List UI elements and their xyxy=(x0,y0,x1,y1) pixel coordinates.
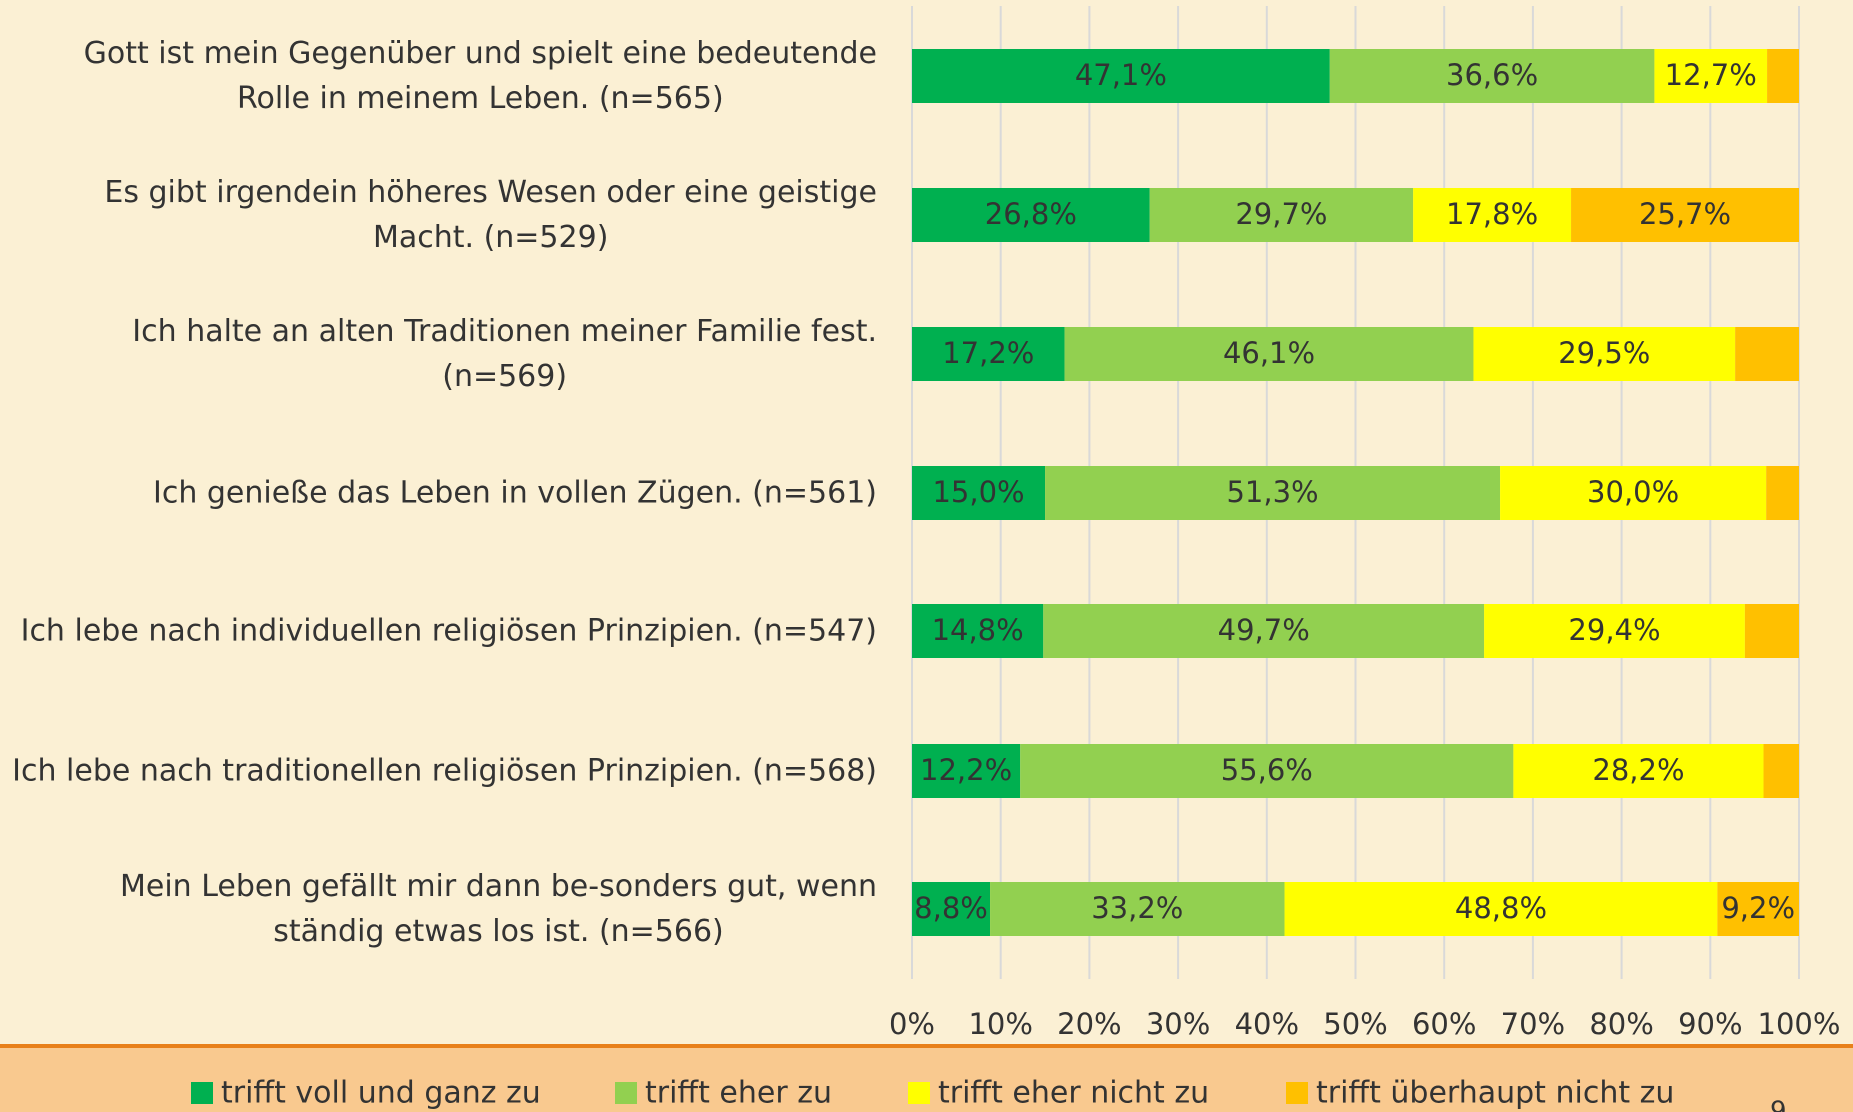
bar-segment xyxy=(1329,49,1655,103)
category-label: Ich lebe nach individuellen religiösen P… xyxy=(20,613,877,649)
bar-segment xyxy=(1413,188,1572,242)
legend-label: trifft voll und ganz zu xyxy=(221,1076,541,1111)
x-tick-label: 0% xyxy=(889,1007,935,1041)
value-label: 28,2% xyxy=(1592,753,1684,787)
bar-segment xyxy=(912,744,1021,798)
bar-segment xyxy=(1766,466,1799,520)
bar-segment xyxy=(1513,744,1764,798)
bar-segment xyxy=(1045,466,1501,520)
legend-swatch xyxy=(615,1082,637,1104)
value-label: 46,1% xyxy=(1223,336,1315,370)
value-label: 8,8% xyxy=(914,891,988,925)
value-label: 12,2% xyxy=(920,753,1012,787)
value-label: 47,1% xyxy=(1075,58,1167,92)
legend-swatch xyxy=(908,1082,930,1104)
category-label: Ich lebe nach traditionellen religiösen … xyxy=(12,753,877,789)
bar-segment xyxy=(912,188,1150,242)
x-tick-label: 10% xyxy=(968,1007,1032,1041)
bar-segment xyxy=(1064,327,1474,381)
value-label: 36,6% xyxy=(1446,58,1538,92)
legend-swatch xyxy=(191,1082,213,1104)
bar-segment xyxy=(1763,744,1799,798)
page-number: 9 xyxy=(1770,1097,1787,1112)
value-label: 48,8% xyxy=(1455,891,1547,925)
category-label: Mein Leben gefällt mir dann be-sonders g… xyxy=(120,869,877,949)
x-tick-label: 50% xyxy=(1323,1007,1387,1041)
category-label: Es gibt irgendein höheres Wesen oder ein… xyxy=(104,175,877,255)
bar-segment xyxy=(1654,49,1768,103)
bar-segment xyxy=(1149,188,1414,242)
bar-segment xyxy=(1473,327,1736,381)
value-label: 17,2% xyxy=(942,336,1034,370)
value-label: 29,4% xyxy=(1568,613,1660,647)
value-label: 25,7% xyxy=(1639,197,1731,231)
bar-segment xyxy=(1571,188,1799,242)
bar-segment xyxy=(1767,49,1799,103)
value-label: 29,7% xyxy=(1235,197,1327,231)
bar-segment xyxy=(1500,466,1767,520)
bar-segment xyxy=(912,466,1046,520)
category-label: Ich halte an alten Traditionen meiner Fa… xyxy=(132,314,877,394)
value-label: 55,6% xyxy=(1221,753,1313,787)
bar-segment xyxy=(1735,327,1799,381)
bar-segment xyxy=(912,49,1330,103)
bar-segment xyxy=(912,882,991,936)
bar-segment xyxy=(1284,882,1718,936)
bar-segment xyxy=(990,882,1285,936)
value-label: 12,7% xyxy=(1665,58,1757,92)
category-label: Gott ist mein Gegenüber und spielt eine … xyxy=(83,36,877,116)
bar-segment xyxy=(912,327,1065,381)
bar-segment xyxy=(1744,604,1799,658)
legend-label: trifft eher zu xyxy=(645,1076,832,1111)
x-tick-label: 90% xyxy=(1678,1007,1742,1041)
value-label: 33,2% xyxy=(1091,891,1183,925)
value-label: 17,8% xyxy=(1446,197,1538,231)
category-label: Ich genieße das Leben in vollen Zügen. (… xyxy=(152,475,877,511)
bar-segment xyxy=(1043,604,1485,658)
legend-label: trifft überhaupt nicht zu xyxy=(1316,1076,1674,1111)
x-tick-label: 60% xyxy=(1412,1007,1476,1041)
value-label: 9,2% xyxy=(1721,891,1795,925)
x-tick-label: 20% xyxy=(1057,1007,1121,1041)
bar-segment xyxy=(1484,604,1745,658)
bar-segment xyxy=(1020,744,1514,798)
x-tick-label: 80% xyxy=(1589,1007,1653,1041)
legend-swatch xyxy=(1286,1082,1308,1104)
value-label: 49,7% xyxy=(1218,613,1310,647)
x-tick-label: 30% xyxy=(1146,1007,1210,1041)
legend-label: trifft eher nicht zu xyxy=(938,1076,1209,1111)
x-tick-label: 40% xyxy=(1235,1007,1299,1041)
value-label: 51,3% xyxy=(1226,475,1318,509)
value-label: 30,0% xyxy=(1587,475,1679,509)
value-label: 26,8% xyxy=(985,197,1077,231)
value-label: 29,5% xyxy=(1558,336,1650,370)
x-tick-label: 100% xyxy=(1758,1007,1841,1041)
bar-segment xyxy=(1717,882,1799,936)
value-label: 14,8% xyxy=(932,613,1024,647)
value-label: 15,0% xyxy=(932,475,1024,509)
x-tick-label: 70% xyxy=(1501,1007,1565,1041)
bar-segment xyxy=(912,604,1044,658)
